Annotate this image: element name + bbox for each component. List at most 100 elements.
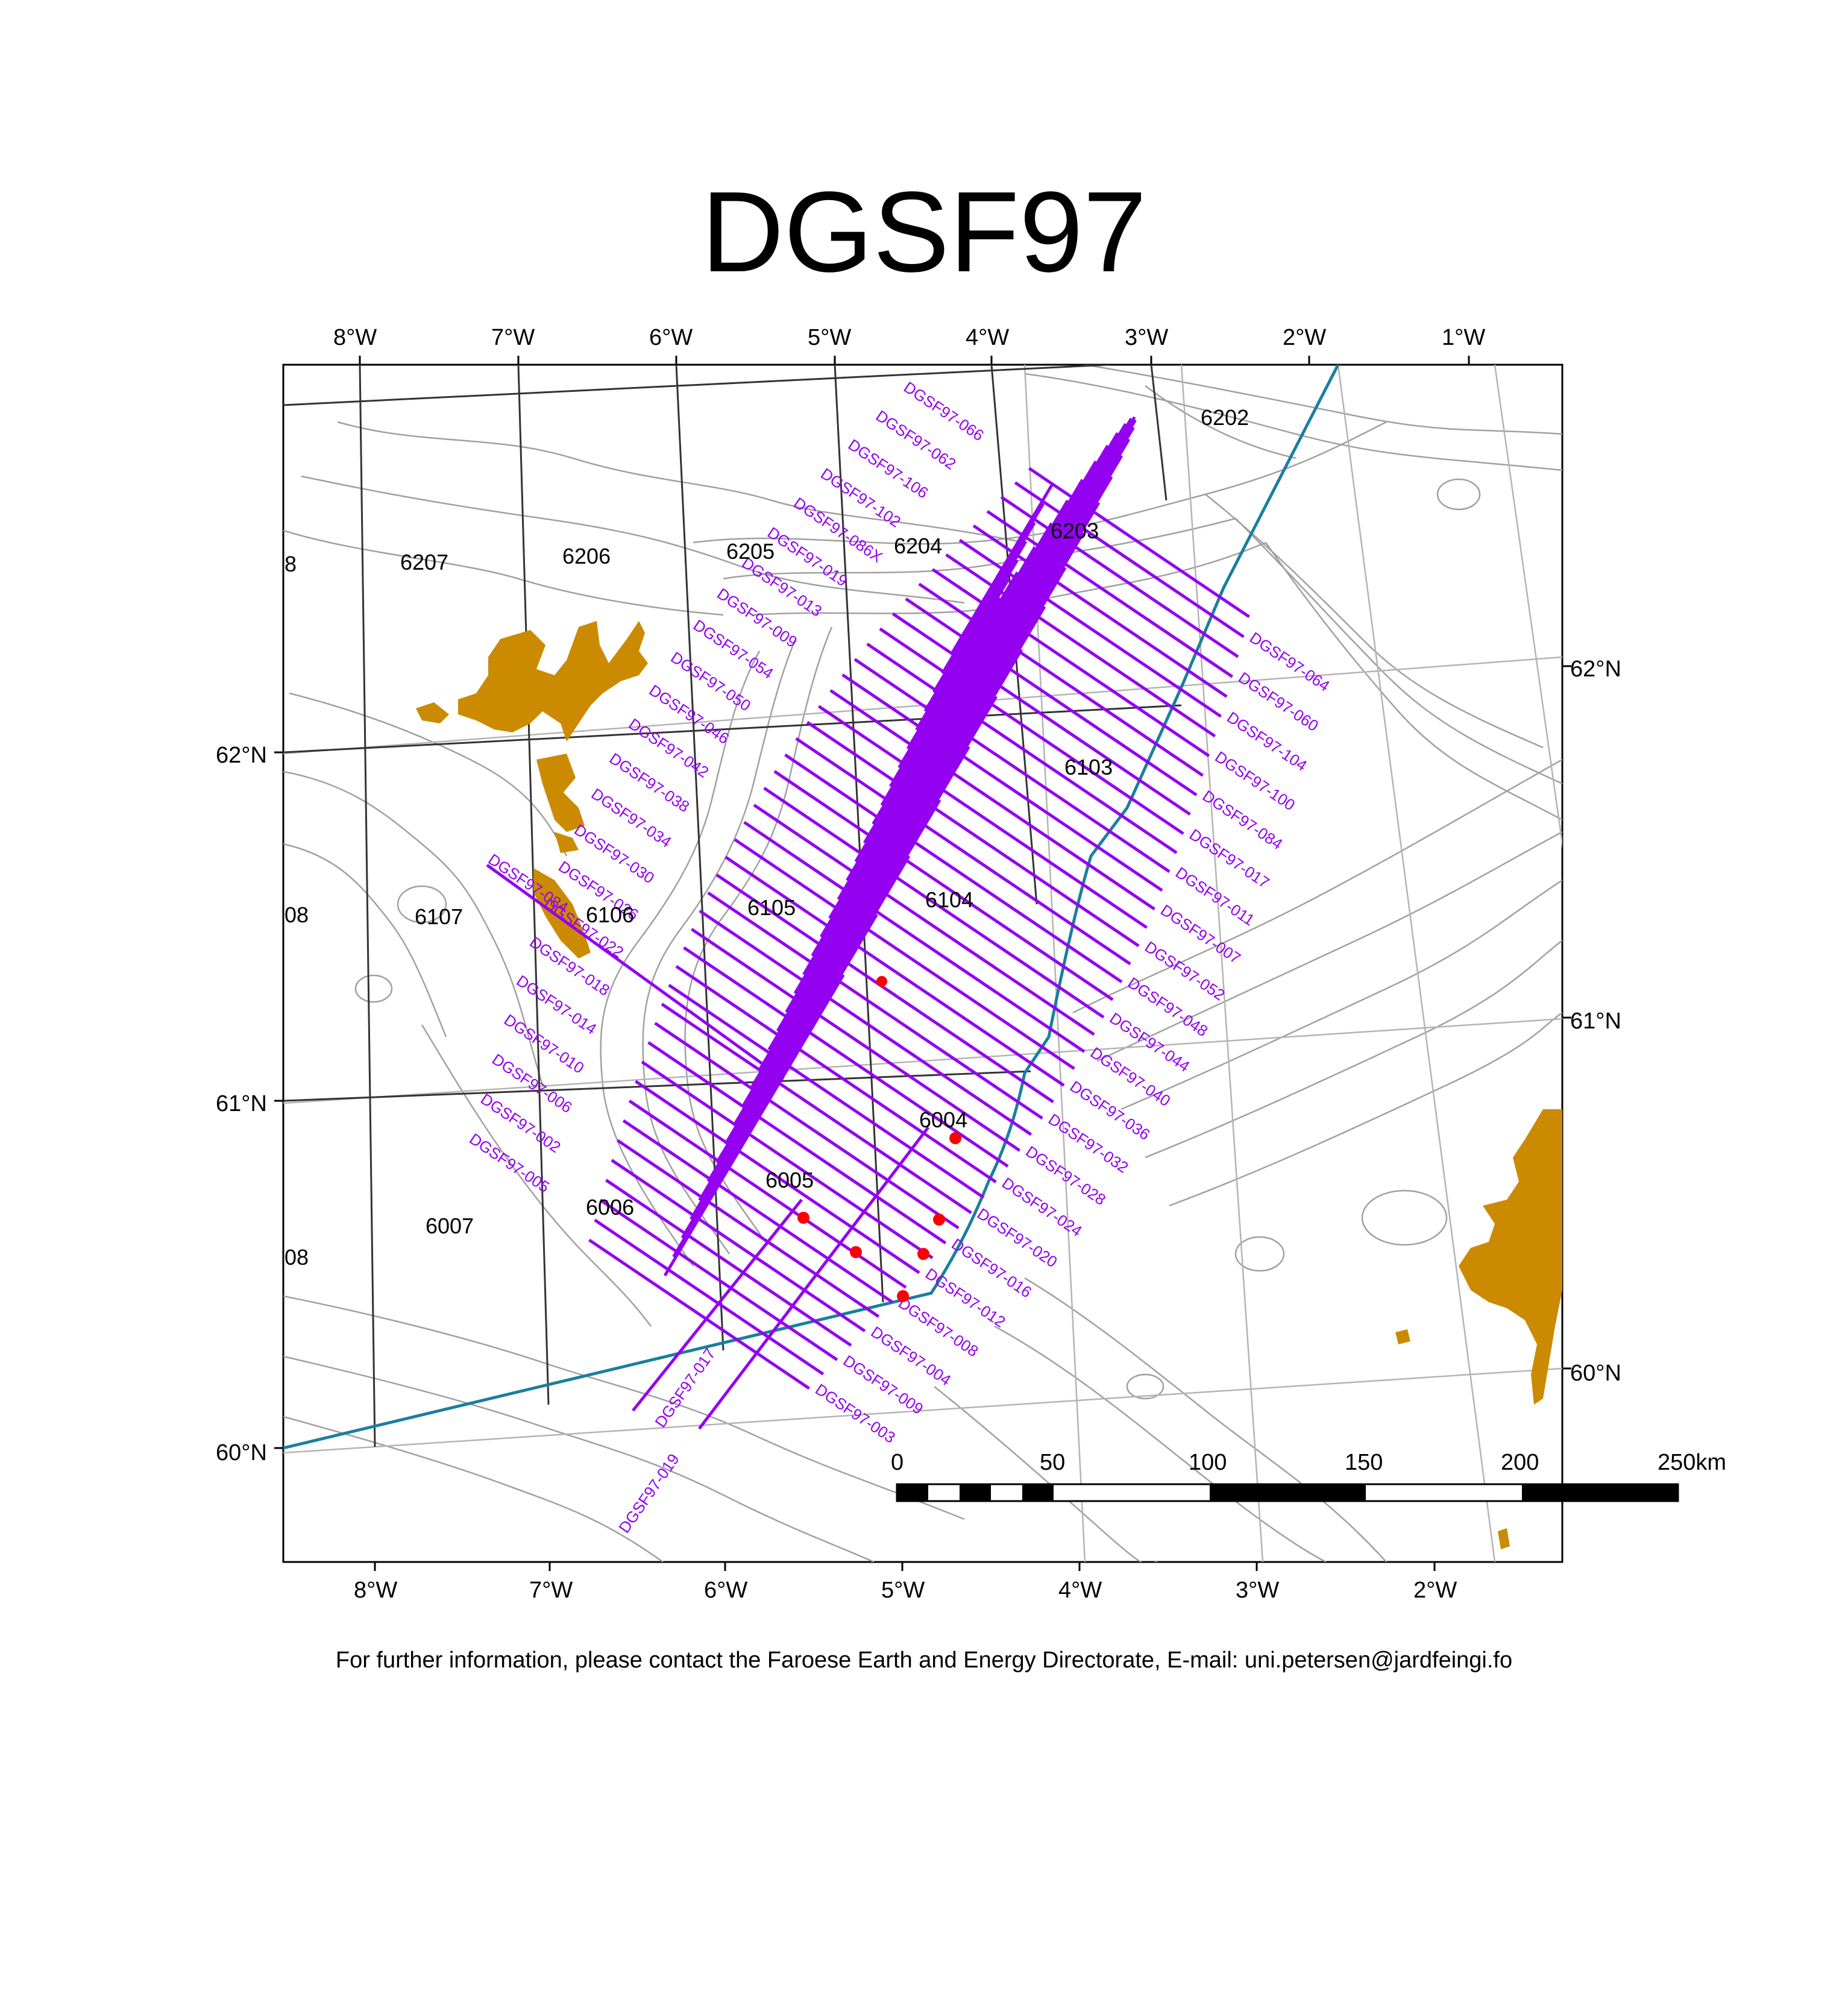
- survey-line: [707, 891, 1043, 1120]
- survey-line: [802, 416, 1136, 975]
- licence-block-grid: [283, 365, 1182, 1447]
- survey-line: [854, 479, 1084, 863]
- quadrant-label: 6205: [726, 539, 775, 564]
- survey-line: [763, 787, 1105, 1019]
- quadrant-label: 6104: [925, 887, 973, 912]
- survey-line: [784, 753, 1123, 983]
- survey-line: [759, 476, 1113, 1069]
- survey-line: [617, 1139, 880, 1318]
- survey-line: [734, 838, 1075, 1070]
- survey-line: [675, 965, 997, 1183]
- bottom-axis-label: 4°W: [1058, 1578, 1102, 1603]
- top-axis-label: 8°W: [333, 325, 377, 350]
- bathymetry-contours: [283, 365, 1562, 1562]
- survey-line: [872, 522, 1053, 825]
- survey-line: [750, 502, 1101, 1089]
- survey-line: [793, 419, 1137, 995]
- quadrant-label: 6207: [400, 550, 448, 575]
- scale-label: 150: [1345, 1450, 1383, 1475]
- survey-line: [743, 820, 1086, 1053]
- well-marker: [933, 1214, 945, 1226]
- survey-line: [837, 444, 1109, 901]
- land-masses: [416, 621, 1562, 1549]
- survey-line: [599, 1198, 838, 1361]
- survey-line: [819, 423, 1127, 938]
- survey-line: [588, 1238, 810, 1390]
- bottom-axis-label: 6°W: [704, 1578, 747, 1603]
- survey-line: [632, 1198, 803, 1412]
- left-axis-label: 61°N: [216, 1091, 267, 1116]
- well-marker: [797, 1212, 809, 1224]
- survey-line: [806, 720, 1140, 948]
- survey-line: [958, 538, 1222, 718]
- survey-line: [486, 863, 785, 1081]
- bottom-axis-label: 5°W: [881, 1578, 925, 1603]
- faroe-islands: [458, 621, 648, 741]
- right-axis-label: 61°N: [1570, 1009, 1621, 1034]
- top-axis-label: 3°W: [1125, 325, 1168, 350]
- quadrant-label: 6204: [894, 534, 942, 558]
- survey-line: [706, 695, 998, 1183]
- survey-line: [741, 532, 1085, 1107]
- scale-bar: 0 50 100 150 200 250km: [891, 1450, 1726, 1502]
- survey-line: [941, 503, 1045, 675]
- survey-line: [817, 705, 1148, 929]
- top-axis-label: 6°W: [649, 325, 693, 350]
- survey-line: [683, 946, 1009, 1168]
- quadrant-label: 08: [284, 902, 309, 927]
- survey-line: [811, 417, 1133, 957]
- survey-line: [654, 1022, 960, 1230]
- survey-line: [663, 974, 845, 1277]
- top-axis-label: 5°W: [808, 325, 851, 350]
- survey-line: [828, 432, 1119, 919]
- scale-label: 50: [1040, 1450, 1065, 1475]
- survey-line: [691, 928, 1021, 1152]
- scale-label: 100: [1189, 1450, 1227, 1475]
- right-axis-label: 60°N: [1570, 1361, 1621, 1386]
- quadrant-label: 6206: [562, 544, 611, 568]
- quadrant-label: 6202: [1201, 405, 1249, 430]
- well-marker: [917, 1248, 929, 1260]
- left-axis-label: 60°N: [216, 1440, 267, 1466]
- scale-label: 200: [1501, 1450, 1539, 1475]
- survey-line: [611, 1159, 866, 1332]
- survey-line: [972, 524, 1228, 698]
- quadrant-label: 6105: [747, 895, 796, 920]
- top-axis-labels: 8°W 7°W 6°W 5°W 4°W 3°W 2°W 1°W: [333, 325, 1485, 350]
- top-axis-label: 1°W: [1442, 325, 1485, 350]
- quadrant-label: 6106: [586, 902, 634, 927]
- survey-line: [918, 582, 1204, 777]
- scale-label: 0: [891, 1450, 904, 1475]
- survey-line: [724, 605, 1046, 1145]
- survey-line: [880, 546, 1037, 806]
- survey-line: [945, 553, 1216, 738]
- map-frame: [282, 364, 1564, 1563]
- survey-line: [1014, 481, 1245, 638]
- survey-line: [795, 737, 1131, 966]
- top-axis-label: 2°W: [1283, 325, 1326, 350]
- survey-line: [829, 689, 1155, 911]
- quadrant-labels: 8 6207 6206 6205 6204 6203 6202 6103 08 …: [284, 405, 1249, 1270]
- top-axis-label: 7°W: [491, 325, 535, 350]
- quadrant-label: 6005: [765, 1168, 814, 1192]
- survey-line: [622, 1119, 893, 1303]
- survey-line: [879, 627, 1184, 835]
- survey-line: [932, 521, 1036, 693]
- survey-line: [698, 1126, 929, 1430]
- survey-line: [773, 770, 1114, 1001]
- footer-contact: For further information, please contact …: [335, 1648, 1513, 1673]
- well-marker: [949, 1132, 961, 1144]
- left-axis-labels: 62°N 61°N 60°N: [216, 743, 267, 1466]
- bottom-axis-label: 3°W: [1236, 1578, 1279, 1603]
- survey-line: [1000, 496, 1239, 658]
- scale-label: 250km: [1658, 1450, 1726, 1475]
- survey-line: [1028, 467, 1250, 619]
- quadrant-label: 6203: [1051, 518, 1099, 543]
- survey-line: [594, 1218, 825, 1376]
- survey-line: [699, 909, 1032, 1136]
- quadrant-label: 6007: [426, 1214, 474, 1238]
- survey-line: [866, 643, 1178, 854]
- survey-line: [698, 746, 970, 1201]
- survey-line: [641, 1060, 934, 1259]
